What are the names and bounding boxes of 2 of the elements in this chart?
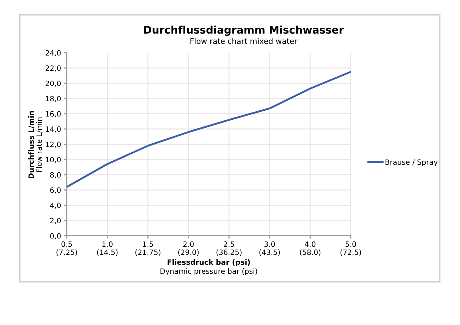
chart-title: Durchflussdiagramm Mischwasser bbox=[144, 26, 344, 36]
line-series bbox=[67, 71, 351, 188]
